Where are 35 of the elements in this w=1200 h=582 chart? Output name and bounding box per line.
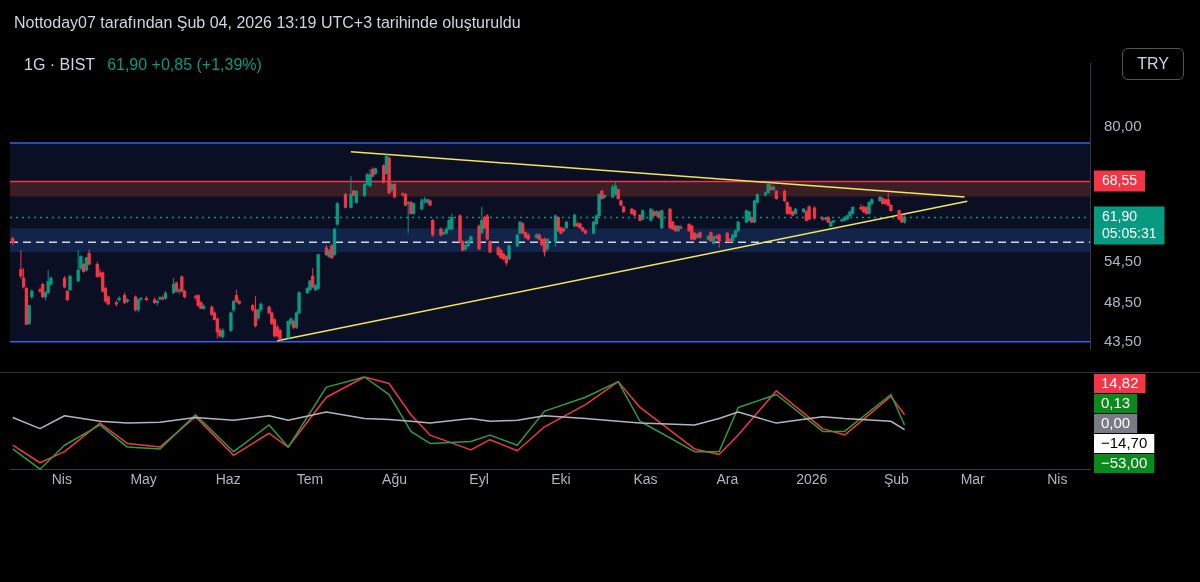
- y-tick-label: 48,50: [1104, 293, 1142, 311]
- ref-line-label: 68,55: [1102, 172, 1138, 189]
- x-tick-label: Mar: [960, 471, 986, 488]
- candlestick: [431, 218, 435, 238]
- x-tick-label: Şub: [883, 471, 910, 488]
- text: 0,00: [1101, 414, 1131, 432]
- text: TRY: [1122, 48, 1184, 80]
- candlestick: [311, 267, 315, 289]
- candlestick: [27, 304, 31, 326]
- x-tick-label: Eyl: [469, 471, 489, 488]
- x-tick-label: 2026: [796, 471, 828, 488]
- y-tick-label: 80,00: [1104, 117, 1142, 135]
- x-tick-label: Ara: [716, 471, 739, 488]
- text: Nottoday07 tarafından Şub 04, 2026 13:19 UTC+3 tarihinde oluşturuldu: [14, 14, 521, 32]
- y-tick-label: 43,50: [1104, 331, 1142, 349]
- text: −53,00: [1101, 454, 1148, 472]
- text: −14,70: [1101, 434, 1148, 452]
- candlestick: [859, 203, 863, 211]
- candlestick: [384, 152, 388, 176]
- x-tick-label: May: [130, 471, 157, 488]
- chart-title: 1G · BIST: [24, 56, 96, 74]
- candlestick: [38, 287, 42, 294]
- x-tick-label: Eki: [551, 471, 571, 488]
- x-tick-label: Ağu: [382, 471, 408, 488]
- chart-subtitle: 61,90 +0,85 (+1,39%): [107, 56, 262, 74]
- text: 14,82: [1101, 374, 1139, 392]
- ref-line-label: 61,90 05:05:31: [1102, 208, 1157, 242]
- x-tick-label: Haz: [215, 471, 241, 488]
- candlestick: [177, 287, 181, 295]
- x-tick-label: Nis: [1047, 471, 1068, 488]
- x-tick-label: Kas: [633, 471, 658, 488]
- y-tick-label: 54,50: [1104, 252, 1142, 270]
- x-tick-label: Tem: [296, 471, 324, 488]
- text: 0,13: [1101, 394, 1131, 412]
- x-tick-label: Nis: [51, 471, 72, 488]
